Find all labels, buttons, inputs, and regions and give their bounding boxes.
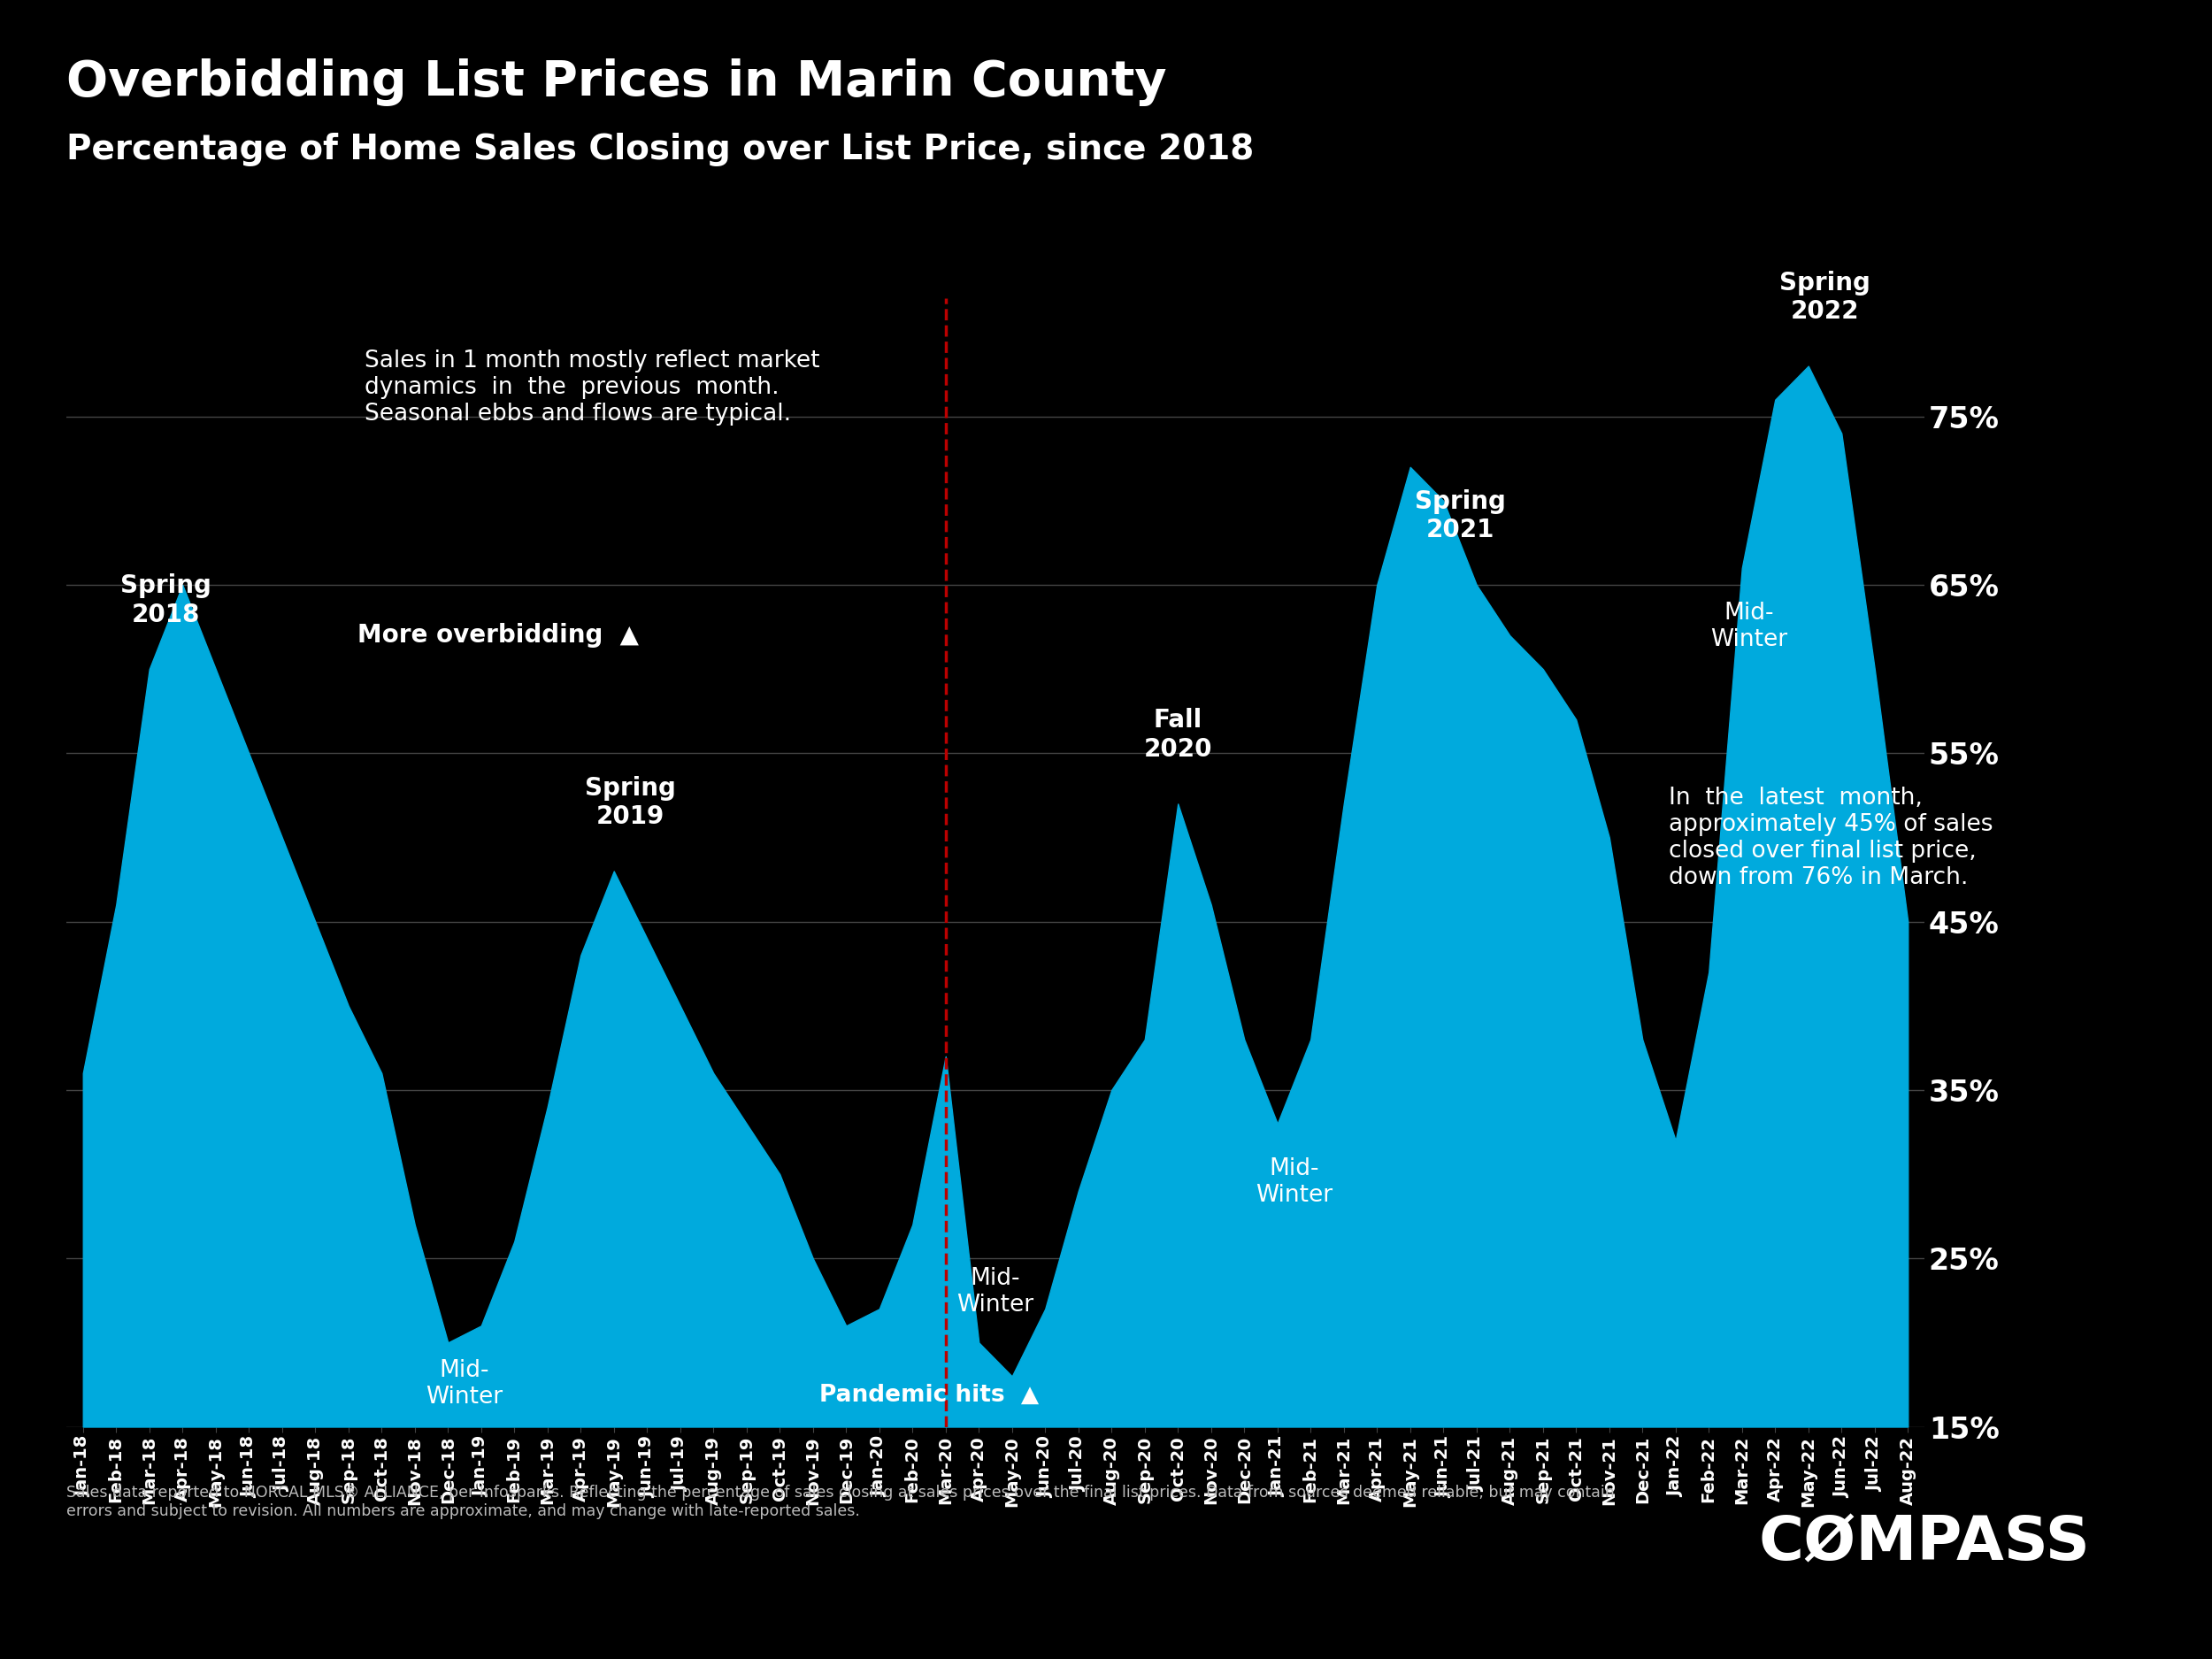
- Text: Mid-
Winter: Mid- Winter: [1710, 602, 1787, 652]
- Text: Mid-
Winter: Mid- Winter: [1256, 1158, 1332, 1206]
- Text: Spring
2019: Spring 2019: [584, 775, 677, 830]
- Text: Percentage of Home Sales Closing over List Price, since 2018: Percentage of Home Sales Closing over Li…: [66, 133, 1254, 166]
- Text: Spring
2021: Spring 2021: [1413, 489, 1506, 542]
- Text: Sales in 1 month mostly reflect market
dynamics  in  the  previous  month.
Seaso: Sales in 1 month mostly reflect market d…: [365, 348, 821, 425]
- Text: Pandemic hits  ▲: Pandemic hits ▲: [818, 1384, 1040, 1407]
- Text: Spring
2018: Spring 2018: [119, 574, 212, 627]
- Text: In  the  latest  month,
approximately 45% of sales
closed over final list price,: In the latest month, approximately 45% o…: [1670, 786, 1993, 889]
- Text: Spring
2022: Spring 2022: [1778, 270, 1871, 324]
- Text: Overbidding List Prices in Marin County: Overbidding List Prices in Marin County: [66, 58, 1166, 106]
- Text: Mid-
Winter: Mid- Winter: [427, 1359, 502, 1408]
- Text: Sales data reported to NORCAL MLS® ALLIANCE, per Infosparks. Reflecting the perc: Sales data reported to NORCAL MLS® ALLIA…: [66, 1485, 1615, 1520]
- Text: More overbidding  ▲: More overbidding ▲: [356, 624, 639, 647]
- Text: CØMPASS: CØMPASS: [1759, 1513, 2090, 1573]
- Text: Mid-
Winter: Mid- Winter: [958, 1267, 1033, 1316]
- Text: Fall
2020: Fall 2020: [1144, 708, 1212, 761]
